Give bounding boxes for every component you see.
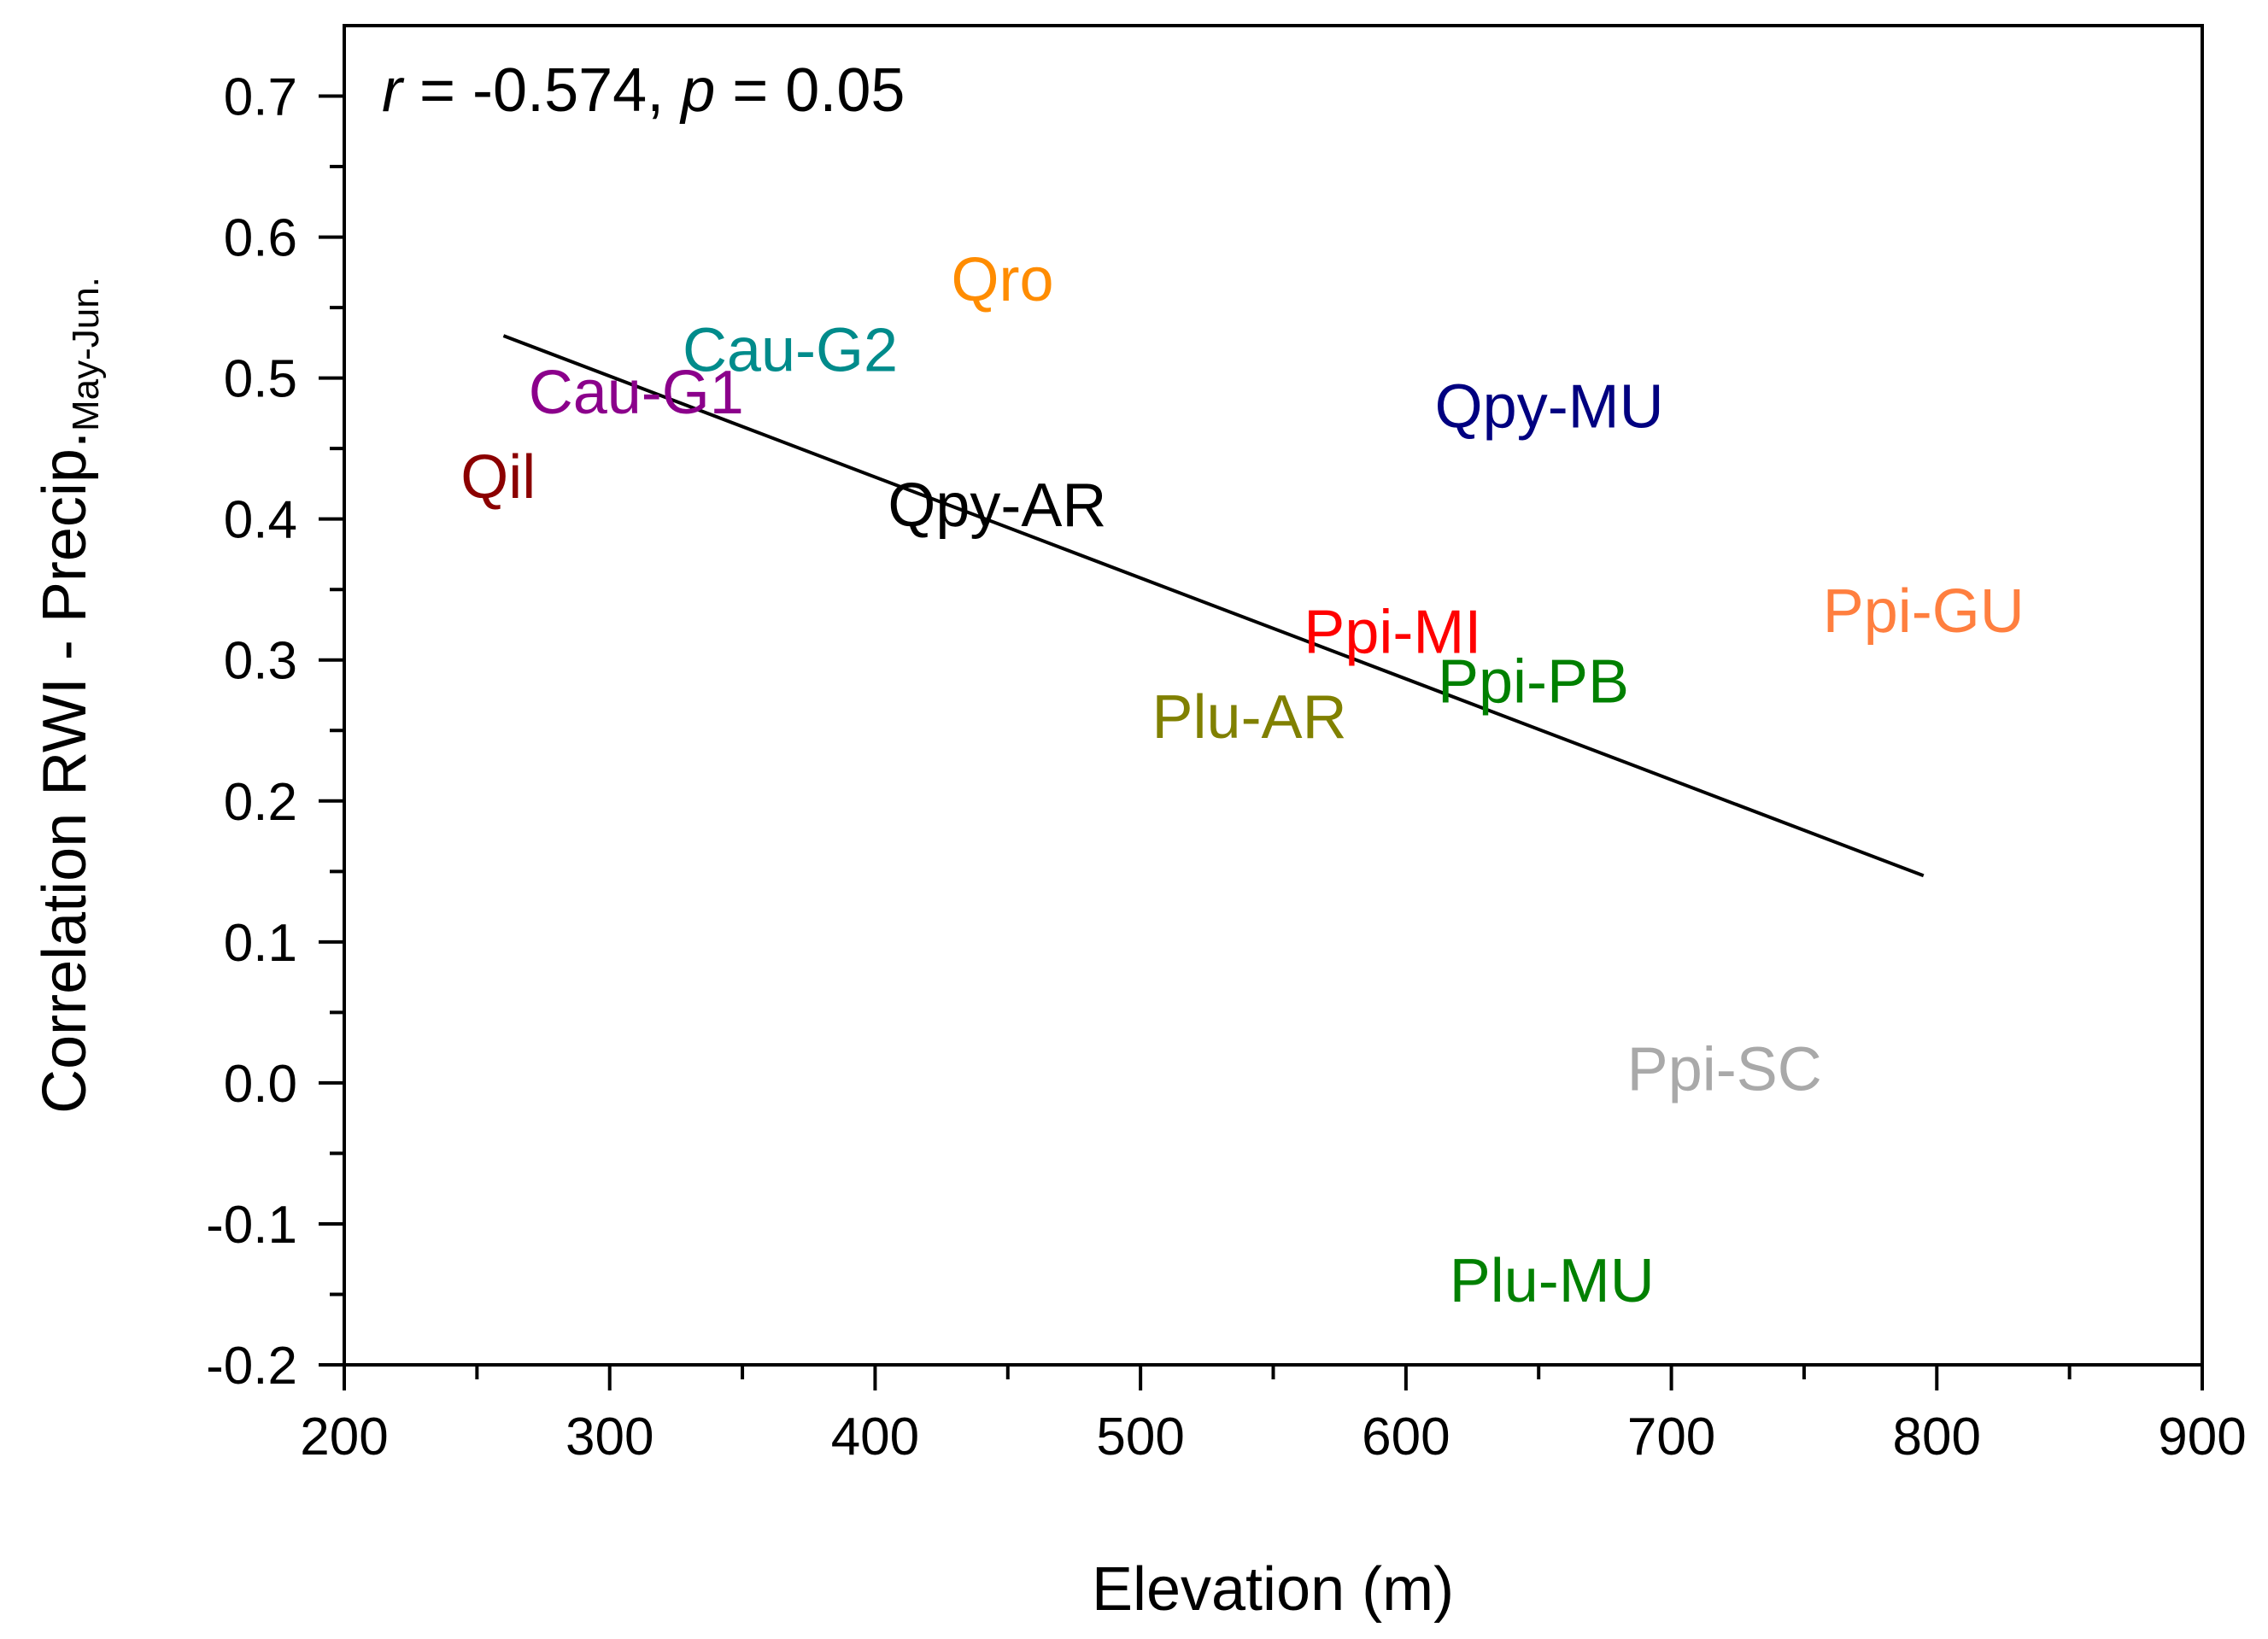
point-label-cau-g2: Cau-G2 bbox=[683, 317, 898, 385]
point-label-plu-ar: Plu-AR bbox=[1152, 683, 1347, 752]
regression-line bbox=[502, 334, 1925, 878]
point-label-qpy-mu: Qpy-MU bbox=[1435, 373, 1664, 442]
correlation-annotation: r = -0.574, p = 0.05 bbox=[382, 56, 905, 125]
x-tick-label: 400 bbox=[831, 1408, 919, 1466]
x-tick-label: 900 bbox=[2158, 1408, 2246, 1466]
point-label-cau-g1: Cau-G1 bbox=[529, 359, 744, 427]
regression-line-group bbox=[502, 334, 1925, 878]
point-label-qil: Qil bbox=[460, 443, 536, 512]
axis-ticks bbox=[319, 94, 2204, 1390]
y-tick-label: 0.2 bbox=[224, 773, 297, 832]
point-labels: QilCau-G1Cau-G2QroQpy-ARPlu-ARPpi-MIPpi-… bbox=[460, 246, 2025, 1315]
y-axis-label-subscript: May-Jun. bbox=[65, 277, 107, 431]
axis-tick-labels: 200 300 400 500 600 700 800 900 -0.2 -0.1 0.0 0.1 0.… bbox=[206, 68, 2247, 1466]
y-tick-label: 0.7 bbox=[224, 68, 297, 127]
x-tick-label: 600 bbox=[1362, 1408, 1450, 1466]
y-tick-label: -0.2 bbox=[206, 1337, 297, 1396]
y-axis-label-main: Correlation RWI - Precip. bbox=[31, 431, 99, 1114]
point-label-qro: Qro bbox=[952, 246, 1054, 314]
x-tick-label: 800 bbox=[1893, 1408, 1981, 1466]
y-tick-label: -0.1 bbox=[206, 1196, 297, 1255]
point-label-qpy-ar: Qpy-AR bbox=[888, 471, 1106, 540]
x-tick-label: 500 bbox=[1096, 1408, 1184, 1466]
y-tick-label: 0.5 bbox=[224, 350, 297, 409]
x-tick-label: 700 bbox=[1627, 1408, 1715, 1466]
point-label-ppi-pb: Ppi-PB bbox=[1438, 647, 1629, 716]
p-symbol: p bbox=[679, 56, 715, 125]
r-value: = -0.574, bbox=[402, 56, 681, 125]
y-tick-label: 0.1 bbox=[224, 914, 297, 973]
point-label-plu-mu: Plu-MU bbox=[1450, 1247, 1655, 1315]
p-value: = 0.05 bbox=[715, 56, 905, 125]
y-tick-label: 0.0 bbox=[224, 1055, 297, 1114]
point-label-ppi-sc: Ppi-SC bbox=[1627, 1035, 1822, 1103]
r-symbol: r bbox=[382, 56, 405, 125]
y-tick-label: 0.6 bbox=[224, 209, 297, 268]
y-tick-label: 0.4 bbox=[224, 491, 297, 550]
x-tick-label: 300 bbox=[566, 1408, 653, 1466]
y-tick-label: 0.3 bbox=[224, 632, 297, 691]
point-label-ppi-mi: Ppi-MI bbox=[1304, 599, 1481, 667]
point-label-ppi-gu: Ppi-GU bbox=[1823, 577, 2025, 646]
y-axis-label: Correlation RWI - Precip.May-Jun. bbox=[31, 277, 107, 1114]
x-axis-label: Elevation (m) bbox=[1092, 1555, 1454, 1624]
x-tick-label: 200 bbox=[300, 1408, 388, 1466]
